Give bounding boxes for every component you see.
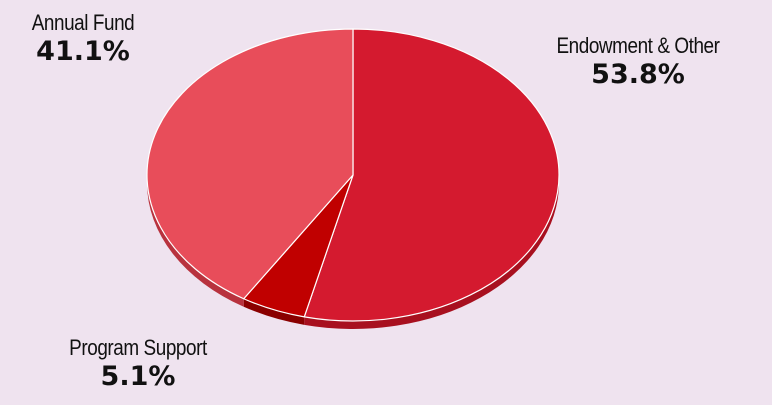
slice-value-program-support: 5.1% bbox=[100, 361, 176, 392]
label-annual-fund: Annual Fund 41.1% bbox=[0, 10, 168, 68]
slice-side-annual-fund bbox=[147, 175, 244, 307]
label-program-support: Program Support 5.1% bbox=[38, 335, 238, 393]
slice-endowment-other bbox=[303, 28, 560, 322]
label-endowment-other: Endowment & Other 53.8% bbox=[528, 33, 748, 91]
slice-value-endowment-other: 53.8% bbox=[591, 59, 685, 90]
slice-value-annual-fund: 41.1% bbox=[36, 36, 130, 67]
slice-annual-fund bbox=[146, 28, 354, 300]
slice-label-program-support: Program Support bbox=[69, 335, 207, 360]
slice-label-annual-fund: Annual Fund bbox=[31, 10, 135, 35]
slice-label-endowment-other: Endowment & Other bbox=[556, 33, 720, 58]
pie-top bbox=[146, 28, 560, 322]
